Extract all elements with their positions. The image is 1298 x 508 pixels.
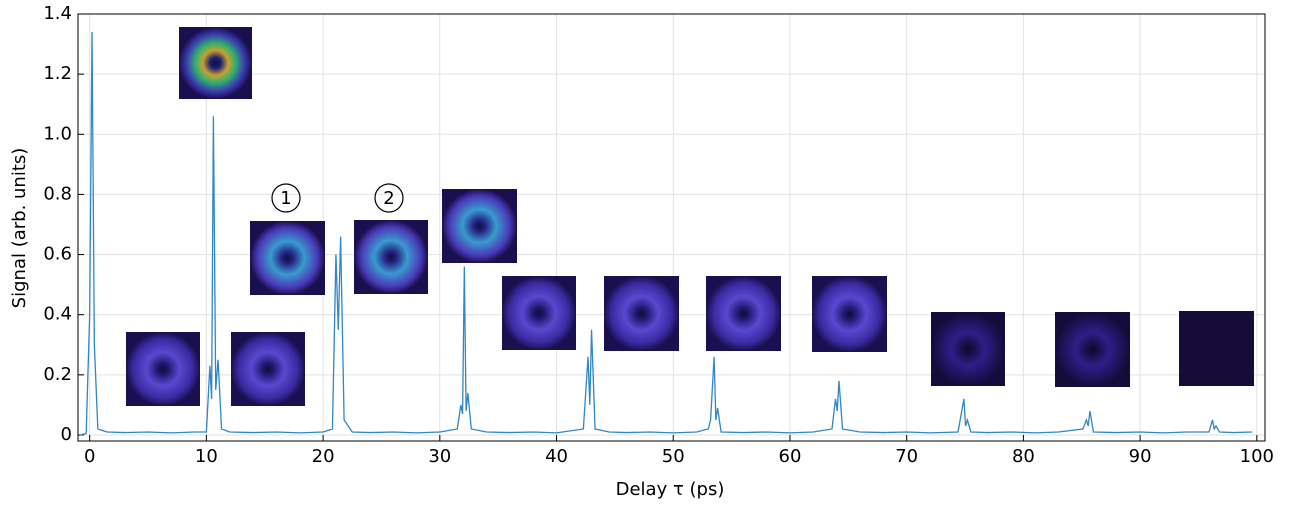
inset-image <box>1055 312 1130 387</box>
y-tick-label: 0.6 <box>43 244 72 265</box>
inset-image <box>604 276 679 351</box>
y-tick-label: 1.0 <box>43 123 72 144</box>
y-axis-label: Signal (arb. units) <box>9 148 30 309</box>
y-tick-label: 1.4 <box>43 3 72 24</box>
inset-image <box>126 332 200 406</box>
y-tick-label: 0.8 <box>43 183 72 204</box>
y-tick-label: 1.2 <box>43 63 72 84</box>
x-tick-label: 0 <box>84 446 95 467</box>
annotation: 1 <box>280 188 291 209</box>
x-tick-label: 100 <box>1240 446 1274 467</box>
x-tick-label: 40 <box>545 446 568 467</box>
inset-image <box>1179 311 1254 386</box>
inset-image <box>502 276 576 350</box>
inset-image <box>250 221 325 295</box>
y-tick-label: 0.4 <box>43 304 72 325</box>
x-tick-label: 60 <box>779 446 802 467</box>
x-tick-label: 80 <box>1012 446 1035 467</box>
inset-image <box>231 332 305 406</box>
x-tick-label: 20 <box>312 446 335 467</box>
x-tick-label: 50 <box>662 446 685 467</box>
plot-frame <box>77 13 1266 442</box>
line-series <box>80 32 1253 436</box>
x-tick-label: 90 <box>1129 446 1152 467</box>
inset-image <box>179 27 252 99</box>
x-tick-label: 10 <box>195 446 218 467</box>
x-tick-label: 30 <box>428 446 451 467</box>
inset-image <box>354 220 428 294</box>
y-tick-label: 0 <box>61 424 72 445</box>
inset-image <box>812 276 887 352</box>
insets: 1 2 <box>126 27 1254 406</box>
inset-image <box>442 189 517 263</box>
inset-image <box>931 312 1005 386</box>
y-tick-label: 0.2 <box>43 364 72 385</box>
annotation-circle <box>271 183 301 213</box>
x-axis-label: Delay τ (ps) <box>616 479 725 500</box>
x-tick-label: 70 <box>895 446 918 467</box>
annotation: 2 <box>383 188 394 209</box>
inset-image <box>706 276 781 351</box>
annotation-circle <box>374 183 404 213</box>
